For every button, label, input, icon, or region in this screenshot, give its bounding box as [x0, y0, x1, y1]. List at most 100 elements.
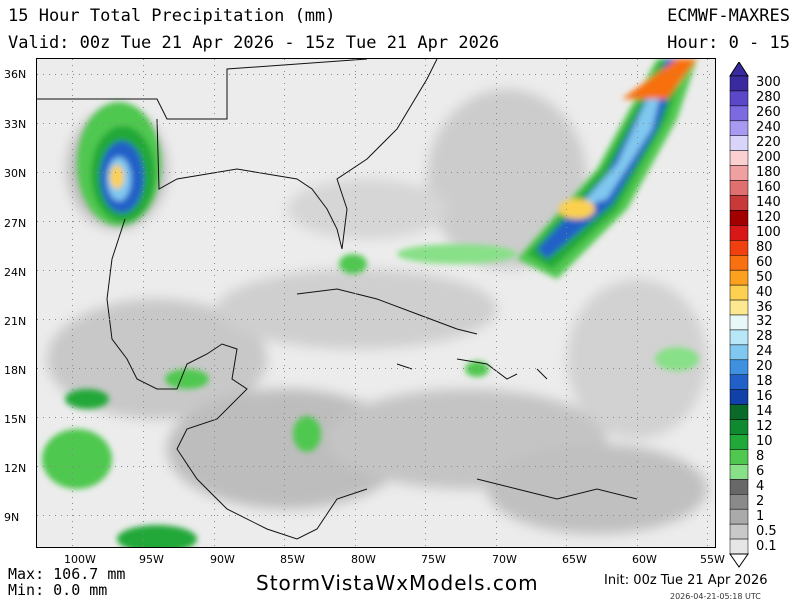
- legend-swatch: [729, 135, 749, 151]
- lon-label: 100W: [64, 553, 96, 566]
- legend-label: 0.1: [756, 538, 777, 554]
- legend-swatch: [729, 374, 749, 390]
- graticule: [37, 59, 710, 546]
- lat-label: 9N: [4, 511, 20, 524]
- legend-label: 24: [756, 344, 773, 360]
- lat-label: 27N: [4, 217, 27, 230]
- legend-label: 80: [756, 239, 773, 255]
- legend-label: 280: [756, 90, 781, 106]
- lon-label: 95W: [139, 553, 164, 566]
- legend-label: 40: [756, 284, 773, 300]
- legend-label: 1: [756, 508, 765, 524]
- legend-swatch: [729, 180, 749, 196]
- legend-swatch: [729, 240, 749, 256]
- lon-label: 75W: [421, 553, 446, 566]
- legend-swatch: [729, 523, 749, 540]
- legend-label: 50: [756, 269, 773, 285]
- legend-label: 6: [756, 463, 765, 479]
- legend-label: 220: [756, 135, 781, 151]
- legend-swatch: [729, 225, 749, 241]
- legend-swatch: [729, 210, 749, 226]
- legend-swatch: [729, 314, 749, 331]
- legend-swatch: [729, 105, 749, 122]
- legend-swatch: [729, 389, 749, 405]
- lat-label: 21N: [4, 315, 27, 328]
- legend-swatch: [729, 255, 749, 271]
- legend-label: 4: [756, 478, 765, 494]
- legend-swatch: [729, 90, 749, 107]
- legend-swatch: [729, 404, 749, 420]
- legend-label: 32: [756, 314, 773, 330]
- lon-label: 60W: [632, 553, 657, 566]
- coastlines: [37, 59, 638, 540]
- atlantic-frontal-band: [517, 59, 697, 279]
- legend-swatch: [729, 165, 749, 181]
- legend-swatch: [729, 434, 749, 450]
- lat-label: 24N: [4, 266, 27, 279]
- legend-swatch: [729, 150, 749, 166]
- lat-label: 18N: [4, 364, 27, 377]
- legend-label: 240: [756, 120, 781, 136]
- legend-swatch: [729, 284, 749, 301]
- lon-label: 55W: [700, 553, 725, 566]
- min-value: Min: 0.0 mm: [8, 581, 108, 599]
- legend-label: 0.5: [756, 523, 777, 539]
- lat-label: 15N: [4, 413, 27, 426]
- lat-label: 12N: [4, 462, 27, 475]
- model-name: ECMWF-MAXRES: [667, 6, 790, 26]
- precipitation-map: [36, 58, 716, 548]
- legend-max-arrow: [729, 62, 749, 77]
- legend-label: 140: [756, 194, 781, 210]
- legend-swatch: [729, 329, 749, 346]
- legend-min-arrow: [729, 553, 749, 568]
- chart-title: 15 Hour Total Precipitation (mm): [8, 6, 336, 26]
- forecast-hour-range: Hour: 0 - 15: [667, 33, 790, 53]
- legend-label: 36: [756, 299, 773, 315]
- legend-swatch: [729, 419, 749, 435]
- legend-label: 260: [756, 105, 781, 121]
- max-value: Max: 106.7 mm: [8, 565, 126, 583]
- legend-swatch: [729, 508, 749, 525]
- legend-label: 120: [756, 209, 781, 225]
- legend-swatch: [729, 538, 749, 555]
- legend-swatch: [729, 359, 749, 375]
- legend-label: 200: [756, 150, 781, 166]
- legend-label: 100: [756, 224, 781, 240]
- legend-label: 300: [756, 75, 781, 91]
- legend-label: 16: [756, 389, 773, 405]
- lat-label: 33N: [4, 118, 27, 131]
- legend-label: 160: [756, 180, 781, 196]
- legend-label: 14: [756, 404, 773, 420]
- valid-time-range: Valid: 00z Tue 21 Apr 2026 - 15z Tue 21 …: [8, 33, 500, 53]
- site-watermark: StormVistaWxModels.com: [256, 571, 539, 595]
- legend-label: 60: [756, 254, 773, 270]
- legend-swatch: [729, 120, 749, 136]
- legend-swatch: [729, 195, 749, 211]
- scattered-convection: [42, 244, 699, 547]
- legend-swatch: [729, 449, 749, 465]
- lat-label: 30N: [4, 167, 27, 180]
- legend-label: 2: [756, 493, 765, 509]
- legend-label: 180: [756, 165, 781, 181]
- lon-label: 90W: [210, 553, 235, 566]
- lon-label: 85W: [280, 553, 305, 566]
- init-time: Init: 00z Tue 21 Apr 2026: [604, 573, 768, 588]
- legend-swatch: [729, 344, 749, 361]
- generation-timestamp: 2026-04-21-05:18 UTC: [670, 592, 761, 601]
- lon-label: 70W: [492, 553, 517, 566]
- legend-swatch: [729, 494, 749, 510]
- legend-label: 28: [756, 329, 773, 345]
- legend-swatch: [729, 464, 749, 480]
- legend-swatch: [729, 75, 749, 92]
- lat-label: 36N: [4, 68, 27, 81]
- legend-swatch: [729, 479, 749, 495]
- texas-storm-cluster: [77, 102, 161, 226]
- precip-legend-colorbar: [729, 62, 749, 568]
- legend-swatch: [729, 299, 749, 316]
- legend-label: 20: [756, 359, 773, 375]
- legend-label: 8: [756, 448, 765, 464]
- legend-swatch: [729, 269, 749, 286]
- lon-label: 65W: [562, 553, 587, 566]
- legend-label: 12: [756, 419, 773, 435]
- legend-label: 18: [756, 374, 773, 390]
